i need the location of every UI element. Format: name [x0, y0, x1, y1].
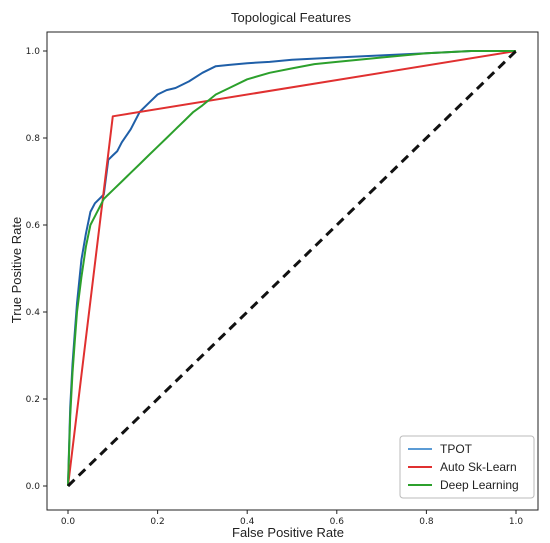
- y-tick-label: 0.6: [26, 221, 41, 231]
- legend-entry-label: TPOT: [440, 442, 473, 456]
- y-axis-label: True Positive Rate: [9, 217, 24, 323]
- series-lines: [66, 49, 518, 488]
- x-tick-label: 1.0: [509, 517, 524, 527]
- x-axis-label: False Positive Rate: [232, 525, 344, 540]
- series-line-auto-sk-learn: [67, 50, 517, 487]
- y-tick-label: 0.8: [26, 134, 41, 144]
- legend: TPOT Auto Sk-Learn Deep Learning: [399, 435, 535, 499]
- series-line-tpot: [67, 50, 516, 487]
- series-line-chance-diagonal: [66, 49, 518, 488]
- legend-entry-label: Deep Learning: [440, 478, 519, 492]
- series-line-deep-learning: [67, 50, 516, 487]
- x-tick-label: 0.0: [61, 517, 76, 527]
- plot-frame: [46, 31, 539, 511]
- x-tick-label: 0.4: [240, 517, 255, 527]
- chart-title: Topological Features: [231, 10, 351, 25]
- axis-ticks: 0.0 0.2 0.4 0.6 0.8 1.0 0.0 0.2 0.4 0.6 0.8 1.0: [26, 47, 524, 527]
- legend-entry-label: Auto Sk-Learn: [440, 460, 517, 474]
- y-tick-label: 0.4: [26, 308, 41, 318]
- x-tick-label: 0.2: [150, 517, 164, 527]
- x-tick-label: 0.8: [419, 517, 434, 527]
- y-tick-label: 1.0: [26, 47, 41, 57]
- y-tick-label: 0.0: [26, 482, 41, 492]
- y-tick-label: 0.2: [26, 395, 40, 405]
- x-tick-label: 0.6: [330, 517, 345, 527]
- legend-box: [399, 435, 535, 499]
